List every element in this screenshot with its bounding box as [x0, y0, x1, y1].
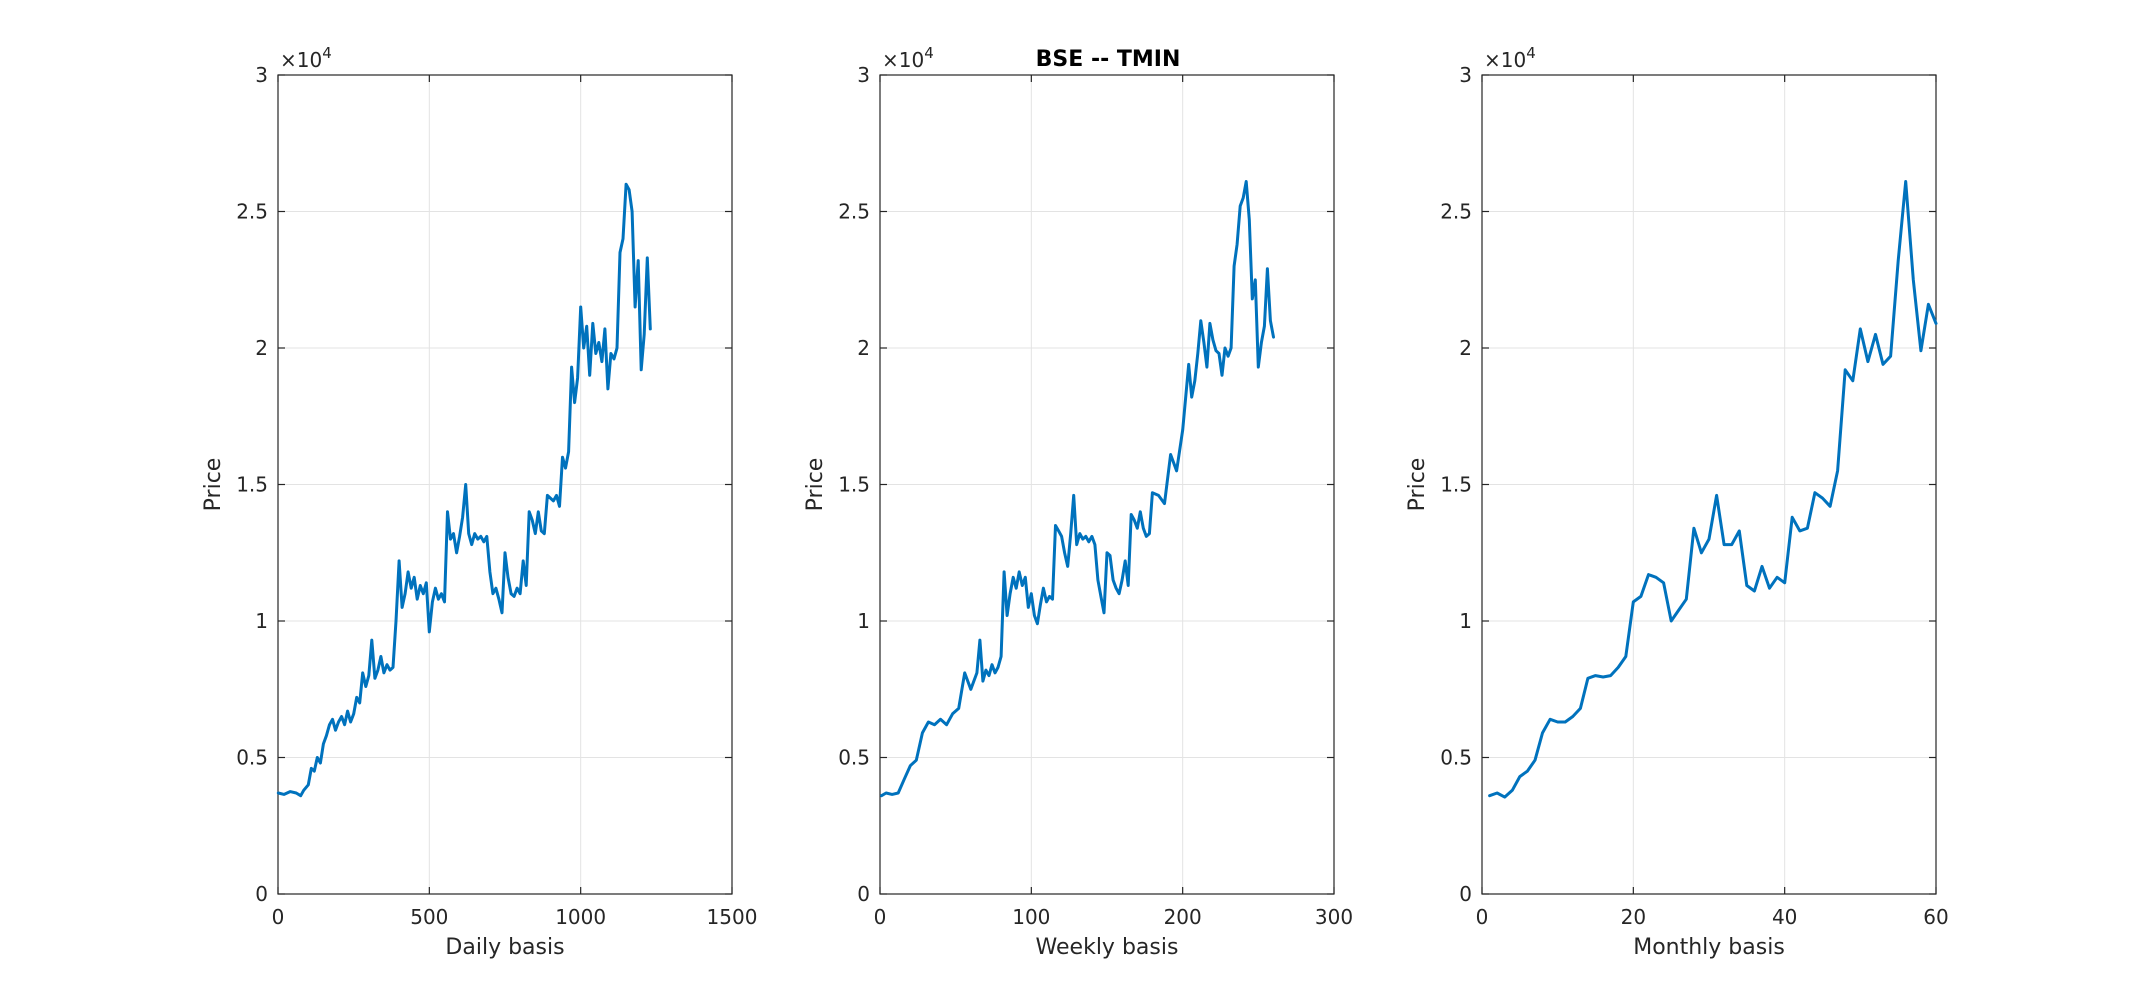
- y-axis-label: Price: [803, 458, 828, 512]
- figure-title: BSE -- TMIN: [1036, 47, 1181, 72]
- y-exponent-label: ×104: [280, 44, 332, 72]
- x-tick-label: 1500: [707, 905, 758, 929]
- x-tick-label: 200: [1164, 905, 1202, 929]
- y-tick-label: 1.5: [236, 473, 268, 497]
- y-tick-label: 0.5: [1440, 746, 1472, 770]
- x-tick-label: 40: [1772, 905, 1797, 929]
- panel-monthly: 0 20 40 60 0 0.5 1 1.5 2 2.5 3 ×104 Monthly basis Pri…: [1405, 44, 1949, 960]
- y-tick-label: 2.5: [236, 200, 268, 224]
- x-tick-label: 0: [272, 905, 285, 929]
- y-tick-label: 2: [857, 336, 870, 360]
- y-exponent-label: ×104: [1484, 44, 1536, 72]
- y-tick-label: 3: [857, 63, 870, 87]
- y-tick-label: 1.5: [1440, 473, 1472, 497]
- y-tick-label: 2.5: [838, 200, 870, 224]
- x-tick-label: 0: [874, 905, 887, 929]
- y-tick-label: 1: [857, 609, 870, 633]
- y-tick-label: 0.5: [838, 746, 870, 770]
- x-axis-label: Monthly basis: [1633, 935, 1785, 960]
- x-tick-label: 60: [1923, 905, 1948, 929]
- x-tick-label: 20: [1621, 905, 1646, 929]
- price-series-line: [880, 180, 1275, 798]
- x-tick-label: 0: [1476, 905, 1489, 929]
- y-tick-label: 2: [255, 336, 268, 360]
- y-tick-label: 0: [857, 882, 870, 906]
- price-series-line: [1488, 180, 1938, 799]
- x-tick-label: 500: [410, 905, 448, 929]
- y-tick-label: 2: [1459, 336, 1472, 360]
- y-tick-label: 2.5: [1440, 200, 1472, 224]
- x-tick-label: 100: [1012, 905, 1050, 929]
- y-tick-label: 3: [1459, 63, 1472, 87]
- y-exponent-label: ×104: [882, 44, 934, 72]
- y-tick-label: 0.5: [236, 746, 268, 770]
- x-axis-label: Daily basis: [445, 935, 564, 960]
- panel-daily: 0 500 1000 1500 0 0.5 1 1.5 2 2.5 3 ×104 Daily basis…: [201, 44, 757, 960]
- price-series-line: [276, 182, 652, 798]
- panel-weekly: 0 100 200 300 0 0.5 1 1.5 2 2.5 3 ×104 Weekly basis P…: [803, 44, 1353, 960]
- y-tick-label: 3: [255, 63, 268, 87]
- y-tick-label: 1.5: [838, 473, 870, 497]
- x-tick-label: 1000: [555, 905, 606, 929]
- y-axis-label: Price: [1405, 458, 1430, 512]
- x-axis-label: Weekly basis: [1036, 935, 1179, 960]
- y-tick-label: 0: [1459, 882, 1472, 906]
- x-tick-label: 300: [1315, 905, 1353, 929]
- y-axis-label: Price: [201, 458, 226, 512]
- y-tick-label: 1: [1459, 609, 1472, 633]
- y-tick-label: 1: [255, 609, 268, 633]
- y-tick-label: 0: [255, 882, 268, 906]
